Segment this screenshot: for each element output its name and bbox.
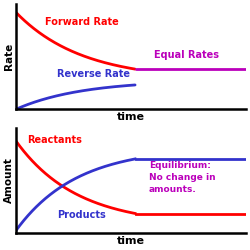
Y-axis label: Amount: Amount	[4, 158, 14, 203]
Text: Equilibrium:
No change in
amounts.: Equilibrium: No change in amounts.	[149, 162, 216, 194]
Text: Forward Rate: Forward Rate	[46, 17, 119, 27]
X-axis label: time: time	[117, 112, 145, 122]
X-axis label: time: time	[117, 236, 145, 246]
Y-axis label: Rate: Rate	[4, 43, 14, 70]
Text: Reverse Rate: Reverse Rate	[57, 70, 130, 80]
Text: Reactants: Reactants	[27, 135, 82, 145]
Text: Products: Products	[57, 210, 106, 220]
Text: Equal Rates: Equal Rates	[154, 50, 219, 60]
